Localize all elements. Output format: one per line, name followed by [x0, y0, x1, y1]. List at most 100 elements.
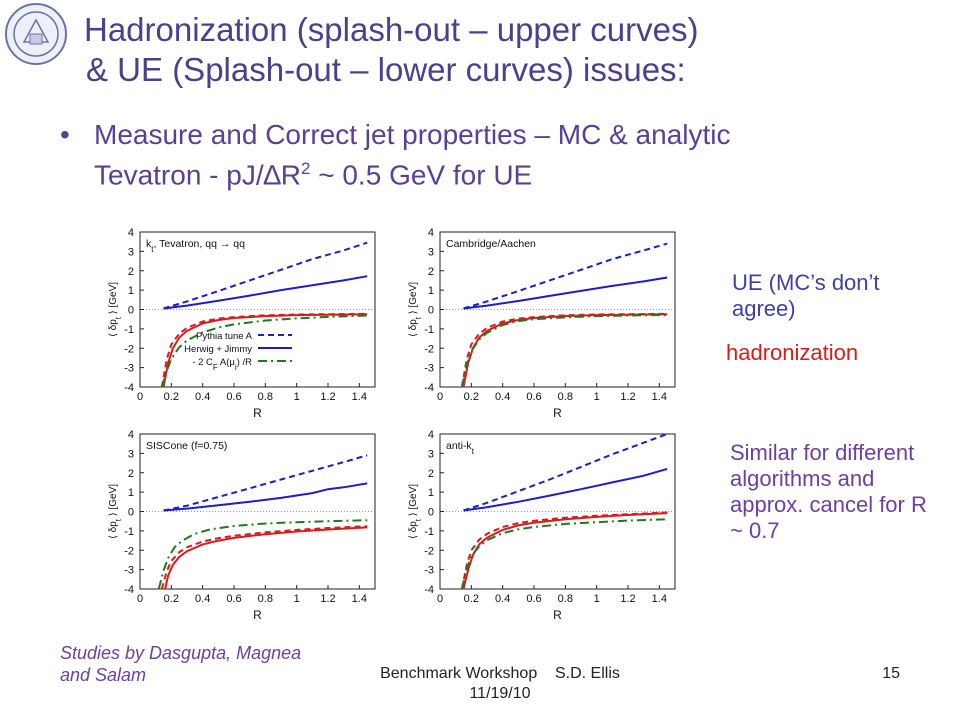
y-axis-label: ⟨ δpt ⟩ [GeV]	[408, 282, 423, 337]
ue-solid-line	[463, 276, 668, 310]
panel-label: kt, Tevatron, qq → qq	[146, 238, 245, 254]
ue-solid-line	[163, 275, 368, 310]
legend-label: Pythia tune A	[196, 331, 253, 342]
y-tick-label: -1	[424, 526, 434, 538]
ue-dashed-line	[463, 433, 668, 512]
y-tick-label: -2	[424, 343, 434, 355]
x-tick-label: 1	[594, 391, 600, 403]
y-tick-label: -4	[424, 382, 434, 394]
ue-solid-line	[163, 482, 368, 512]
y-tick-label: -2	[124, 343, 134, 355]
y-tick-label: 2	[128, 266, 134, 278]
bullet-line-2-pre: Tevatron - pJ/∆R	[94, 159, 301, 191]
y-tick-label: 0	[428, 305, 434, 317]
x-tick-label: 0.8	[258, 593, 273, 605]
hadronization-solid-line	[164, 526, 368, 590]
legend-label: Herwig + Jimmy	[184, 344, 252, 355]
slide-number: 15	[882, 665, 900, 682]
footer-center: Benchmark Workshop S.D. Ellis 11/19/10	[340, 664, 660, 704]
y-tick-label: -1	[124, 324, 134, 336]
x-tick-label: 0.6	[226, 593, 241, 605]
hadronization-solid-line	[462, 512, 668, 590]
bullet-symbol: •	[60, 119, 70, 150]
y-tick-label: 2	[428, 266, 434, 278]
x-tick-label: 0.8	[558, 391, 573, 403]
hadronization-solid-line	[162, 313, 368, 388]
y-tick-label: -2	[424, 545, 434, 557]
y-tick-label: -4	[424, 584, 434, 596]
x-tick-label: 0.6	[526, 391, 541, 403]
x-tick-label: 0.2	[464, 391, 479, 403]
y-tick-label: 1	[428, 487, 434, 499]
ue-dashed-line	[163, 241, 368, 310]
x-tick-label: 0.8	[258, 391, 273, 403]
hadronization-dashdot-line	[157, 519, 368, 590]
x-tick-label: 1.2	[320, 391, 335, 403]
x-tick-label: 0.4	[195, 391, 210, 403]
x-tick-label: 0.2	[164, 593, 179, 605]
university-seal-logo	[5, 3, 67, 65]
x-tick-label: 0.4	[195, 593, 210, 605]
y-axis-label: ⟨ δpt ⟩ [GeV]	[108, 484, 123, 539]
x-tick-label: 0	[137, 593, 143, 605]
y-tick-label: 4	[128, 227, 134, 239]
y-tick-label: 4	[428, 429, 434, 441]
bullet-line-2-sup: 2	[300, 159, 311, 178]
chart-panel-4: 0 0.2 0.4 0.6 0.8 1 1.2 1.4 -4 -3 -2 -1 0 1 2 3 4 R ⟨ δpt …	[408, 429, 676, 622]
legend-label: - 2 CF A(μi) /R	[192, 357, 252, 372]
ue-dashed-line	[463, 242, 668, 310]
hadronization-dashdot-line	[460, 313, 668, 388]
y-axis-label: ⟨ δpt ⟩ [GeV]	[108, 282, 123, 337]
y-tick-label: 0	[128, 507, 134, 519]
y-tick-label: -1	[124, 526, 134, 538]
bullet-text: Measure and Correct jet properties – MC …	[94, 118, 914, 192]
y-tick-label: 4	[428, 227, 434, 239]
chart-panel-1: 0 0.2 0.4 0.6 0.8 1 1.2 1.4 -4 -3 -2 -1 0 1 2 3 4 R ⟨ δpt …	[108, 227, 376, 420]
x-tick-label: 1.2	[620, 593, 635, 605]
y-tick-label: -2	[124, 545, 134, 557]
bullet-line-2-post: ~ 0.5 GeV for UE	[310, 159, 533, 191]
chart-panel-2: 0 0.2 0.4 0.6 0.8 1 1.2 1.4 -4 -3 -2 -1 0 1 2 3 4 R ⟨ δpt …	[408, 227, 676, 420]
y-tick-label: 3	[128, 246, 134, 258]
hadronization-dashdot-line	[460, 518, 668, 590]
hadronization-dashed-line	[460, 312, 668, 388]
x-tick-label: 1.4	[352, 391, 367, 403]
x-tick-label: 1.4	[652, 391, 667, 403]
x-tick-label: 0	[437, 593, 443, 605]
x-tick-label: 1.4	[352, 593, 367, 605]
x-axis-label: R	[253, 608, 262, 622]
x-axis-label: R	[553, 608, 562, 622]
y-tick-label: -4	[124, 382, 134, 394]
bullet-line-2: Tevatron - pJ/∆R2 ~ 0.5 GeV for UE	[94, 152, 914, 192]
y-tick-label: 1	[128, 285, 134, 297]
title-line-1: Hadronization (splash-out – upper curves…	[84, 11, 699, 48]
y-tick-label: 2	[428, 468, 434, 480]
y-tick-label: 0	[428, 507, 434, 519]
x-tick-label: 0.4	[495, 391, 510, 403]
x-axis-label: R	[253, 406, 262, 420]
y-tick-label: 0	[128, 305, 134, 317]
y-tick-label: -3	[424, 363, 434, 375]
panel-label: anti-kt	[446, 440, 475, 456]
x-tick-label: 0.8	[558, 593, 573, 605]
hadronization-dashed-line	[460, 511, 668, 590]
bullet-line-1: Measure and Correct jet properties – MC …	[94, 119, 731, 150]
footer-date: 11/19/10	[469, 685, 531, 702]
y-tick-label: 4	[128, 429, 134, 441]
x-tick-label: 1	[594, 593, 600, 605]
similar-annotation: Similar for different algorithms and app…	[730, 440, 927, 543]
ue-annotation: UE (MC’s don’t agree)	[732, 270, 880, 321]
x-tick-label: 1	[294, 593, 300, 605]
ue-solid-line	[463, 467, 668, 512]
y-tick-label: 2	[128, 468, 134, 480]
chart-panel-3: 0 0.2 0.4 0.6 0.8 1 1.2 1.4 -4 -3 -2 -1 0 1 2 3 4 R ⟨ δpt …	[108, 429, 376, 622]
x-tick-label: 0.2	[464, 593, 479, 605]
x-tick-label: 0.4	[495, 593, 510, 605]
y-tick-label: -3	[424, 565, 434, 577]
panel-label: SISCone (f=0.75)	[146, 440, 227, 452]
title-line-2: & UE (Splash-out – lower curves) issues:	[86, 51, 686, 88]
hadronization-dashdot-line	[160, 314, 368, 388]
x-tick-label: 1	[294, 391, 300, 403]
x-tick-label: 0.6	[226, 391, 241, 403]
y-tick-label: -3	[124, 363, 134, 375]
